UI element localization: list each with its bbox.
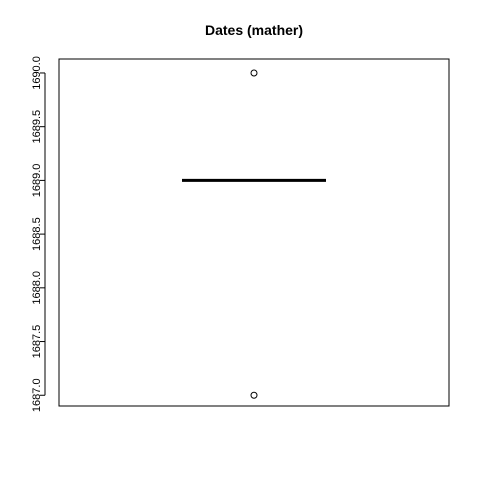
outlier-point — [250, 69, 258, 77]
y-tick-label: 1690.0 — [31, 56, 43, 90]
y-tick-label: 1688.0 — [31, 271, 43, 305]
chart-title: Dates (mather) — [205, 22, 303, 38]
y-axis: 1687.0 1687.5 1688.0 1688.5 1689.0 1689.5 1690… — [31, 56, 46, 412]
y-tick-label: 1689.0 — [31, 164, 43, 198]
y-tick-label: 1688.5 — [31, 217, 43, 251]
y-tick-label: 1687.0 — [31, 378, 43, 412]
y-tick-label: 1687.5 — [31, 325, 43, 359]
outlier-point — [250, 391, 258, 399]
y-tick-label: 1689.5 — [31, 110, 43, 144]
box-marks — [182, 69, 326, 399]
plot-frame — [58, 58, 450, 407]
